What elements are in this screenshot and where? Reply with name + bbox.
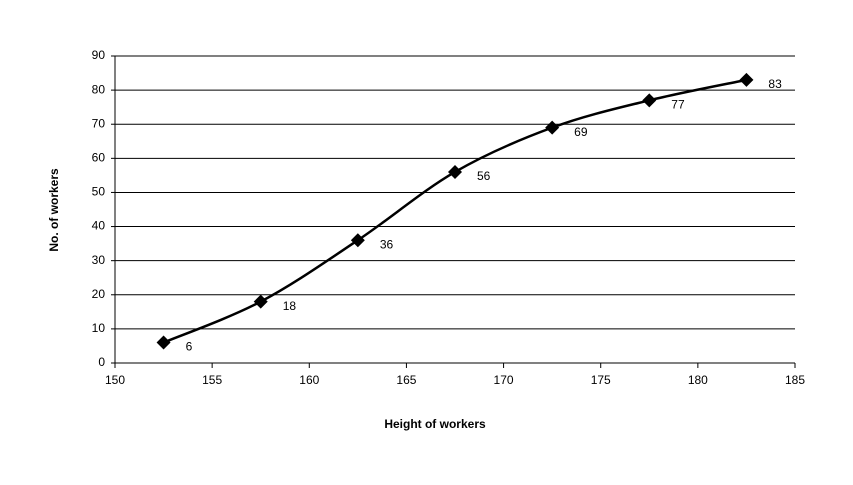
y-tick-label: 0 — [98, 355, 105, 369]
y-tick-label: 30 — [92, 253, 106, 267]
data-label: 6 — [186, 340, 193, 354]
y-tick-label: 50 — [92, 185, 106, 199]
marker — [739, 72, 754, 87]
y-tick-label: 10 — [92, 321, 106, 335]
marker — [642, 93, 657, 108]
y-tick-label: 70 — [92, 116, 106, 130]
y-tick-label: 40 — [92, 219, 106, 233]
y-tick-label: 90 — [92, 48, 106, 62]
x-tick-label: 160 — [299, 373, 319, 387]
x-tick-label: 180 — [688, 373, 708, 387]
marker — [253, 294, 268, 309]
line — [163, 78, 747, 344]
x-tick-label: 170 — [494, 373, 514, 387]
marker — [350, 233, 365, 248]
data-label: 77 — [671, 98, 685, 112]
data-label: 69 — [574, 125, 588, 139]
y-axis-title: No. of workers — [47, 168, 61, 252]
x-tick-label: 165 — [396, 373, 416, 387]
marker — [448, 164, 462, 179]
y-tick-label: 80 — [92, 82, 106, 96]
y-tick-label: 20 — [92, 287, 106, 301]
data-label: 56 — [477, 169, 491, 183]
data-label: 83 — [768, 77, 782, 91]
data-label: 36 — [380, 237, 394, 251]
x-tick-label: 185 — [785, 373, 805, 387]
data-label: 18 — [283, 299, 297, 313]
marker — [156, 335, 171, 350]
y-tick-label: 60 — [92, 151, 106, 165]
x-axis-title: Height of workers — [384, 417, 486, 431]
x-tick-label: 155 — [202, 373, 222, 387]
x-tick-label: 175 — [591, 373, 611, 387]
marker — [545, 120, 560, 135]
x-tick-label: 150 — [105, 373, 125, 387]
